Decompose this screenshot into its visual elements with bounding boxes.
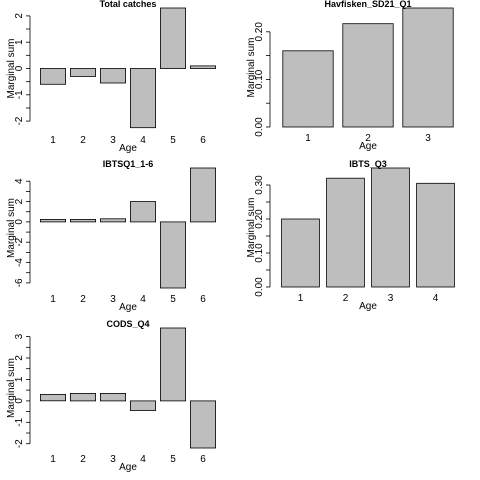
- y-tick-label: -2: [14, 116, 25, 125]
- bar-age-4: [416, 182, 455, 288]
- panel-5: 1 2 3 4 5 6 -2 -1 0 1 2 3 CODS_Q4 Age Marginal sum: [6, 319, 216, 473]
- y-tick-label: -1: [14, 90, 25, 99]
- y-tick-label: 0.20: [254, 22, 265, 42]
- y-axis-label: Marginal sum: [246, 37, 257, 97]
- x-tick-label: 3: [388, 293, 394, 304]
- x-tick-label: 1: [50, 454, 56, 465]
- bar-age-3: [100, 68, 127, 84]
- panel-3: 1 2 3 4 5 6 -6 -4 -2 0 2 4 IBTSQ1_1-6 Age Marginal sum: [6, 159, 216, 313]
- x-tick-label: 1: [50, 135, 56, 146]
- y-tick-label: 0.10: [254, 243, 265, 263]
- bar-age-3: [371, 167, 410, 288]
- bar-age-1: [281, 218, 320, 288]
- bar-age-3: [100, 218, 127, 223]
- bar-age-4: [129, 201, 156, 223]
- y-tick-label: 2: [14, 355, 25, 361]
- bar-age-1: [282, 50, 334, 128]
- bar-age-6: [189, 65, 216, 69]
- panel-title: CODS_Q4: [106, 319, 149, 329]
- x-axis-label: Age: [359, 301, 377, 312]
- panel-2: 1 2 3 0.00 0.10 0.20 Havfisken_SD21_Q1 Age Margi…: [246, 0, 454, 152]
- x-tick-label: 5: [170, 135, 176, 146]
- bar-age-1: [40, 393, 67, 402]
- panel-4: 1 2 3 4 0.00 0.10 0.20 0.30 IBTS_Q3 Age Marginal s…: [246, 159, 455, 312]
- x-tick-label: 2: [343, 293, 349, 304]
- x-axis-label: Age: [119, 143, 137, 154]
- y-axis-label: Marginal sum: [6, 198, 17, 258]
- x-tick-label: 4: [433, 293, 439, 304]
- y-tick-label: 0.00: [254, 277, 265, 297]
- y-tick-label: 0: [14, 398, 25, 404]
- panel-title: Total catches: [100, 0, 157, 9]
- x-axis-label: Age: [119, 462, 137, 473]
- y-tick-label: -6: [14, 278, 25, 287]
- y-tick-label: 0.30: [254, 175, 265, 195]
- y-tick-label: 0.20: [254, 209, 265, 229]
- y-tick-label: -4: [14, 258, 25, 267]
- x-tick-label: 1: [305, 133, 311, 144]
- x-tick-label: 1: [298, 293, 304, 304]
- bar-age-4: [129, 68, 156, 129]
- y-tick-label: 3: [14, 333, 25, 339]
- x-tick-label: 4: [140, 454, 146, 465]
- y-tick-label: 4: [14, 178, 25, 184]
- y-tick-label: 2: [14, 13, 25, 19]
- y-tick-label: -2: [14, 237, 25, 246]
- bar-age-2: [326, 177, 365, 288]
- x-tick-label: 3: [110, 294, 116, 305]
- y-tick-label: 2: [14, 198, 25, 204]
- y-tick-label: -2: [14, 439, 25, 448]
- panel-title: Havfisken_SD21_Q1: [324, 0, 411, 9]
- x-tick-label: 3: [425, 133, 431, 144]
- x-tick-label: 3: [110, 135, 116, 146]
- x-tick-label: 2: [80, 294, 86, 305]
- y-tick-label: 0: [14, 65, 25, 71]
- x-tick-label: 2: [80, 135, 86, 146]
- bar-age-6: [189, 400, 216, 449]
- x-axis-label: Age: [119, 302, 137, 313]
- panel-title: IBTS_Q3: [349, 159, 387, 169]
- bar-age-3: [402, 7, 454, 128]
- y-axis-label: Marginal sum: [246, 197, 257, 257]
- x-tick-label: 6: [200, 135, 206, 146]
- x-tick-label: 4: [140, 294, 146, 305]
- bar-age-5: [159, 221, 186, 289]
- y-tick-label: 0: [14, 219, 25, 225]
- y-tick-label: 1: [14, 39, 25, 45]
- x-tick-label: 5: [170, 454, 176, 465]
- x-tick-label: 2: [365, 133, 371, 144]
- x-tick-label: 6: [200, 454, 206, 465]
- x-tick-label: 4: [140, 135, 146, 146]
- bar-age-2: [70, 392, 97, 402]
- x-tick-label: 5: [170, 294, 176, 305]
- panel-title: IBTSQ1_1-6: [103, 159, 154, 169]
- bar-age-6: [189, 167, 216, 223]
- y-tick-label: 0.00: [254, 117, 265, 137]
- x-tick-label: 2: [80, 454, 86, 465]
- bar-age-1: [40, 218, 67, 223]
- y-axis-label: Marginal sum: [6, 358, 17, 418]
- y-axis-label: Marginal sum: [6, 38, 17, 98]
- bar-age-2: [342, 23, 394, 128]
- bar-age-5: [159, 327, 186, 402]
- y-tick-label: 1: [14, 376, 25, 382]
- x-axis-label: Age: [359, 141, 377, 152]
- bar-age-2: [70, 68, 97, 77]
- x-tick-label: 3: [110, 454, 116, 465]
- y-tick-label: 0.10: [254, 69, 265, 89]
- panel-1: 1 2 3 4 5 6 -2 -1 0 1 2 Total catches Age Marginal su…: [6, 0, 216, 154]
- y-tick-label: -1: [14, 417, 25, 426]
- x-tick-label: 6: [200, 294, 206, 305]
- bar-age-1: [40, 68, 67, 85]
- bar-age-3: [100, 392, 127, 402]
- bar-age-2: [70, 218, 97, 223]
- x-tick-label: 1: [50, 294, 56, 305]
- bar-age-4: [129, 400, 156, 411]
- bar-age-5: [159, 7, 186, 69]
